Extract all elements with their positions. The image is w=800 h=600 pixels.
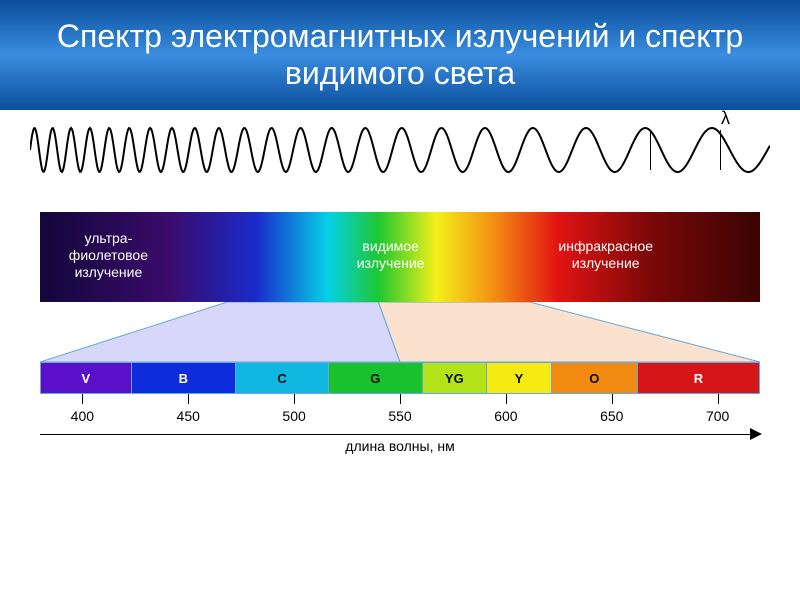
full-spectrum-bar: ультра- фиолетовое излучение видимое изл… bbox=[40, 212, 760, 302]
diagram-content: λ ультра- фиолетовое излучение видимое и… bbox=[0, 110, 800, 484]
axis-arrow-icon bbox=[750, 428, 762, 440]
scale-tick bbox=[718, 394, 719, 404]
wave-svg bbox=[30, 120, 770, 180]
scale-tick bbox=[612, 394, 613, 404]
projection-svg bbox=[40, 302, 760, 362]
visible-seg-g: G bbox=[328, 363, 421, 393]
scale-tick-label: 500 bbox=[282, 408, 305, 424]
scale-tick-label: 650 bbox=[600, 408, 623, 424]
visible-seg-r: R bbox=[637, 363, 759, 393]
scale-tick bbox=[400, 394, 401, 404]
visible-spectrum-bar: VBCGYGYOR bbox=[40, 362, 760, 394]
scale-tick bbox=[294, 394, 295, 404]
scale-tick bbox=[188, 394, 189, 404]
scale-tick-label: 700 bbox=[706, 408, 729, 424]
visible-seg-v: V bbox=[41, 363, 131, 393]
scale-tick-label: 450 bbox=[177, 408, 200, 424]
visible-seg-yg: YG bbox=[422, 363, 487, 393]
visible-seg-b: B bbox=[131, 363, 235, 393]
lambda-symbol: λ bbox=[721, 108, 730, 129]
lambda-tick bbox=[720, 130, 721, 170]
axis-label: длина волны, нм bbox=[345, 438, 454, 454]
page-title: Спектр электромагнитных излучений и спек… bbox=[20, 18, 780, 92]
visible-seg-y: Y bbox=[486, 363, 551, 393]
uv-label: ультра- фиолетовое излучение bbox=[69, 230, 148, 280]
visible-label: видимое излучение bbox=[357, 238, 425, 272]
lambda-tick bbox=[650, 130, 651, 170]
ir-label: инфракрасное излучение bbox=[558, 238, 653, 272]
projection-area bbox=[40, 302, 760, 362]
wave-diagram: λ bbox=[30, 120, 770, 200]
scale-tick bbox=[82, 394, 83, 404]
scale-tick-label: 400 bbox=[71, 408, 94, 424]
wavelength-scale: длина волны, нм 400 450 500 550 600 650 700 bbox=[40, 394, 760, 464]
scale-tick-label: 600 bbox=[494, 408, 517, 424]
visible-seg-c: C bbox=[235, 363, 328, 393]
title-header: Спектр электромагнитных излучений и спек… bbox=[0, 0, 800, 110]
scale-tick bbox=[506, 394, 507, 404]
visible-seg-o: O bbox=[551, 363, 637, 393]
scale-tick-label: 550 bbox=[388, 408, 411, 424]
axis-line bbox=[40, 434, 760, 435]
